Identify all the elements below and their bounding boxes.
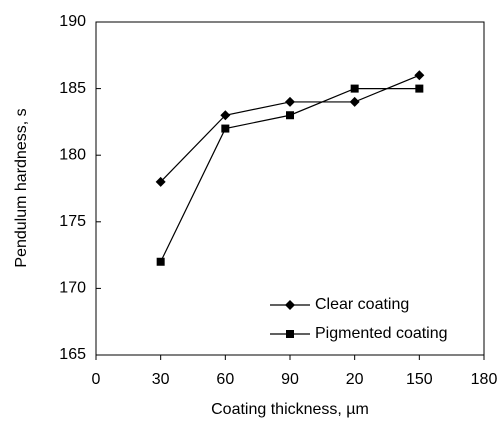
- data-point: [156, 257, 165, 266]
- legend-label: Clear coating: [315, 296, 409, 313]
- x-tick-label: 90: [281, 371, 299, 388]
- y-tick-label: 185: [59, 80, 86, 97]
- data-point: [350, 84, 359, 93]
- series-line: [160, 74, 420, 183]
- x-tick-label: 180: [471, 371, 498, 388]
- legend-label: Pigmented coating: [315, 325, 448, 342]
- data-point: [220, 110, 231, 121]
- data-point: [286, 111, 294, 120]
- data-point: [414, 70, 425, 81]
- y-tick-label: 190: [59, 13, 86, 30]
- y-tick-label: 165: [59, 346, 86, 363]
- data-point: [155, 176, 166, 187]
- y-tick-label: 175: [59, 213, 86, 230]
- data-point: [349, 96, 360, 107]
- x-tick-label: 20: [346, 371, 364, 388]
- x-axis-title: Coating thickness, µm: [211, 401, 369, 418]
- data-point: [221, 124, 230, 133]
- x-tick-label: 0: [92, 371, 101, 388]
- y-axis-title: Pendulum hardness, s: [13, 108, 30, 267]
- data-point: [415, 84, 424, 93]
- y-tick-label: 180: [59, 146, 86, 163]
- legend-marker: [286, 330, 294, 338]
- y-tick-label: 170: [59, 280, 86, 297]
- legend-marker: [285, 300, 295, 310]
- x-tick-label: 30: [152, 371, 170, 388]
- x-tick-label: 60: [216, 371, 234, 388]
- x-tick-label: 150: [406, 371, 433, 388]
- data-point: [285, 96, 295, 107]
